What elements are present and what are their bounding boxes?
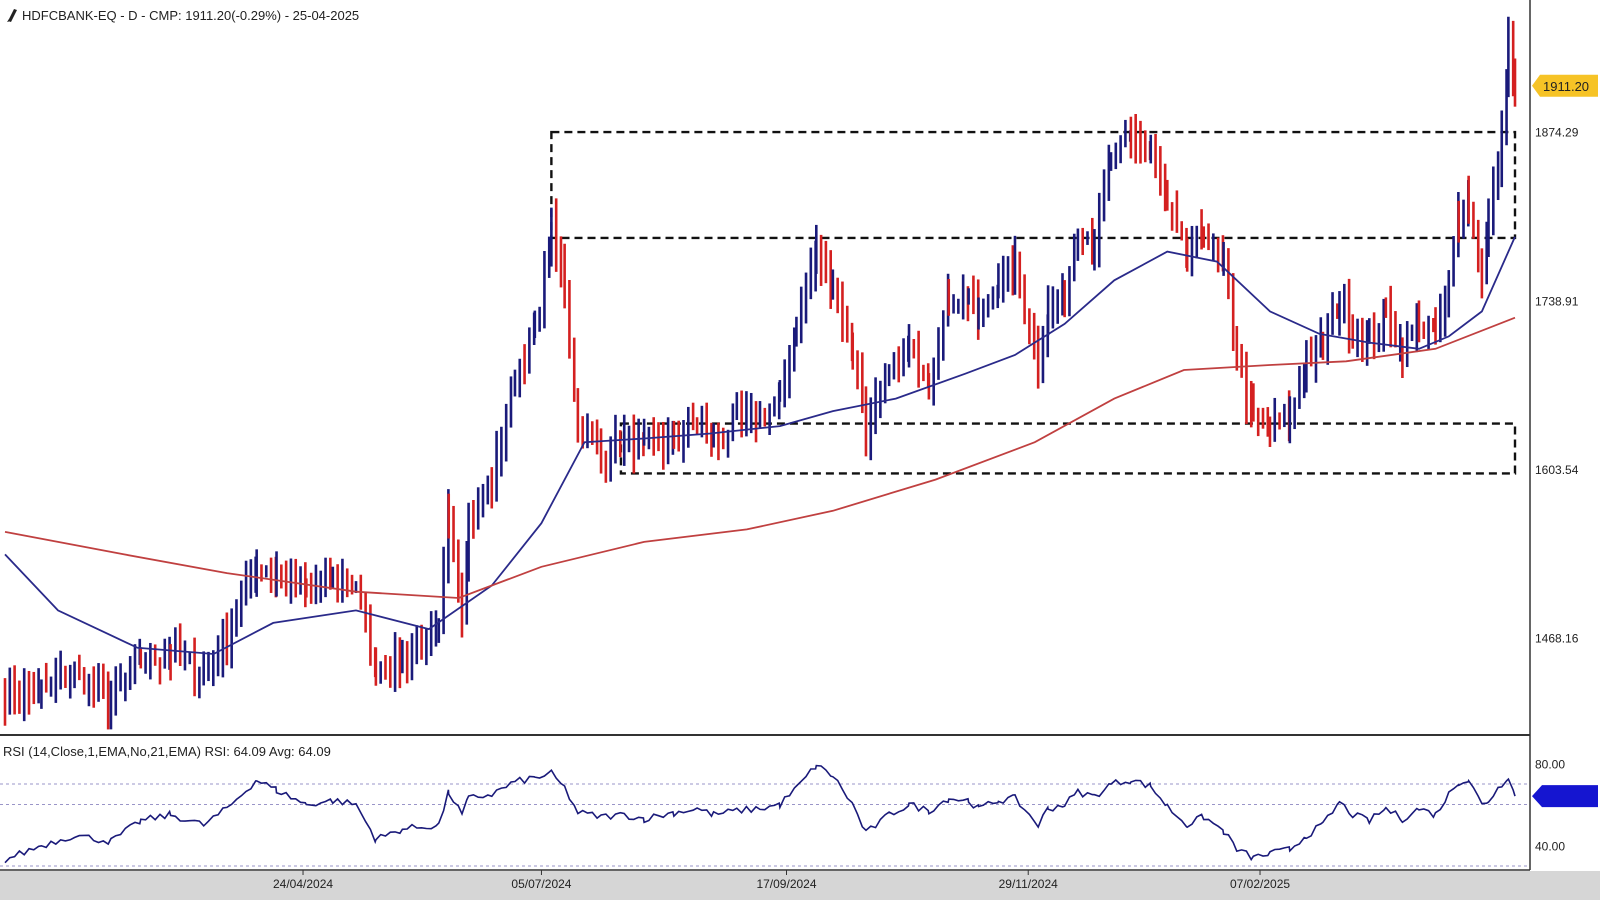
rsi-line-group [4, 764, 1516, 864]
pen-icon[interactable] [7, 9, 17, 22]
time-tick-label: 17/09/2024 [756, 877, 816, 891]
rsi-label: RSI (14,Close,1,EMA,No,21,EMA) RSI: 64.0… [3, 744, 331, 759]
axis-labels: 1874.29 1738.91 1603.54 1468.16 80.00 40.00 24… [273, 126, 1579, 891]
time-tick-label: 24/04/2024 [273, 877, 333, 891]
moving-average-slow-line [4, 316, 1516, 599]
time-tick-label: 29/11/2024 [999, 877, 1058, 891]
time-axis-band [0, 871, 1600, 900]
price-tick-label: 1738.91 [1535, 294, 1579, 308]
rsi-tick-label: 80.00 [1535, 758, 1565, 772]
current-price-tag [1532, 74, 1598, 97]
current-rsi-tag [1532, 785, 1598, 808]
moving-averages [4, 236, 1516, 655]
chart-title: HDFCBANK-EQ - D - CMP: 1911.20(-0.29%) -… [22, 8, 359, 23]
time-tick-label: 05/07/2024 [511, 877, 571, 891]
rsi-reference-lines [0, 783, 1530, 867]
rsi-tick-label: 40.00 [1535, 840, 1565, 854]
price-tick-label: 1874.29 [1535, 126, 1579, 140]
current-price-label: 1911.20 [1543, 79, 1589, 94]
price-tags [1532, 74, 1598, 808]
resistance-zone [550, 130, 1517, 240]
rsi-line [4, 764, 1516, 864]
price-tick-label: 1603.54 [1535, 463, 1579, 477]
price-tick-label: 1468.16 [1535, 632, 1579, 646]
candlesticks[interactable] [3, 16, 1517, 730]
time-tick-label: 07/02/2025 [1230, 877, 1290, 891]
moving-average-fast-line [4, 236, 1516, 655]
price-axis-band [1531, 0, 1600, 870]
